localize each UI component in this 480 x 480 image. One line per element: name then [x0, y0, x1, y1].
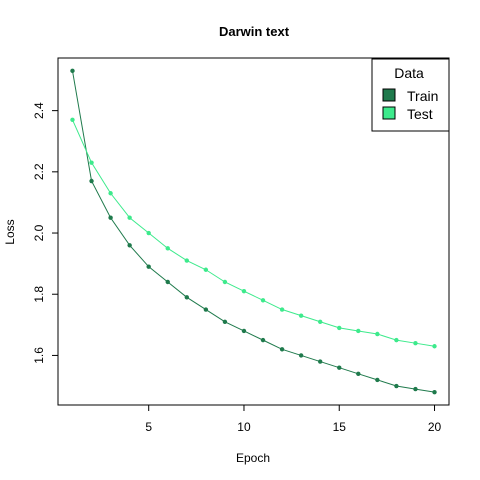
chart-title: Darwin text	[219, 24, 290, 39]
data-point-test	[146, 230, 151, 236]
data-point-train	[108, 215, 113, 220]
data-point-test	[260, 298, 266, 303]
data-point-test	[165, 246, 170, 251]
series-line-train	[71, 70, 435, 393]
data-point-train	[165, 279, 170, 285]
data-point-train	[375, 377, 380, 383]
plot-frame	[57, 57, 450, 406]
data-point-train	[89, 178, 94, 184]
data-point-train	[260, 337, 266, 343]
data-point-test	[375, 331, 380, 337]
data-point-train	[356, 371, 361, 376]
y-tick-label: 2.4	[32, 102, 46, 119]
data-point-test	[203, 267, 209, 272]
x-axis: 5 10 15 20	[145, 405, 442, 434]
data-point-train	[394, 383, 399, 389]
data-point-train	[146, 264, 151, 269]
legend-label-test: Test	[407, 106, 433, 122]
legend-swatch-test	[382, 106, 396, 120]
data-point-test	[413, 340, 418, 346]
data-point-train	[413, 386, 418, 392]
data-point-test	[222, 279, 228, 285]
y-tick-label: 1.8	[32, 286, 46, 303]
data-point-train	[203, 307, 209, 312]
legend-title: Data	[394, 65, 424, 81]
data-point-train	[298, 353, 304, 358]
legend-label-train: Train	[407, 88, 438, 104]
x-axis-label: Epoch	[236, 451, 270, 465]
y-tick-label: 2.2	[32, 163, 46, 180]
data-point-test	[298, 313, 304, 318]
data-point-train	[241, 328, 247, 334]
x-tick-label: 15	[333, 420, 347, 434]
data-point-test	[356, 328, 361, 334]
data-point-test	[279, 307, 285, 312]
data-point-train	[70, 68, 75, 74]
data-point-test	[70, 117, 75, 123]
data-point-test	[317, 319, 323, 324]
data-point-train	[317, 359, 323, 364]
x-tick-label: 5	[145, 420, 152, 434]
data-point-test	[184, 258, 190, 263]
legend: Data Train Test	[371, 58, 450, 132]
data-point-test	[108, 191, 113, 196]
series-line-test	[72, 119, 435, 347]
data-point-test	[89, 160, 94, 165]
data-point-train	[432, 389, 437, 395]
x-tick-label: 20	[428, 420, 442, 434]
legend-swatch-train	[382, 88, 396, 102]
data-point-train	[184, 295, 190, 300]
data-point-test	[337, 325, 342, 331]
data-point-test	[127, 215, 132, 220]
data-point-test	[394, 337, 399, 343]
y-tick-label: 1.6	[32, 347, 46, 364]
y-axis-label: Loss	[3, 219, 17, 244]
data-point-test	[241, 288, 247, 294]
data-point-train	[279, 347, 285, 352]
data-point-train	[127, 243, 132, 248]
x-tick-label: 10	[237, 420, 251, 434]
y-tick-label: 2.0	[32, 224, 46, 241]
series-layer	[70, 68, 437, 395]
data-point-train	[222, 319, 228, 324]
data-point-test	[432, 344, 437, 349]
y-axis: 1.6 1.8 2.0 2.2 2.4	[32, 102, 58, 364]
data-point-train	[337, 365, 342, 370]
